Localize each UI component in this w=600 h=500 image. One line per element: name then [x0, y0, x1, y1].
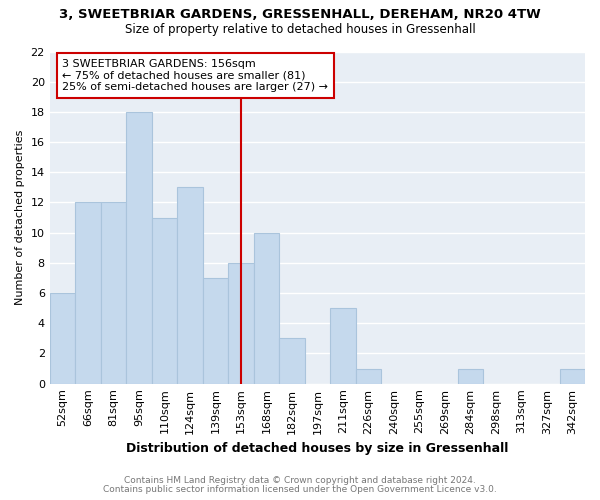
- Bar: [560, 368, 585, 384]
- Bar: [101, 202, 126, 384]
- Y-axis label: Number of detached properties: Number of detached properties: [15, 130, 25, 306]
- Text: Contains public sector information licensed under the Open Government Licence v3: Contains public sector information licen…: [103, 484, 497, 494]
- Bar: [50, 293, 75, 384]
- Bar: [279, 338, 305, 384]
- Bar: [458, 368, 483, 384]
- Text: Contains HM Land Registry data © Crown copyright and database right 2024.: Contains HM Land Registry data © Crown c…: [124, 476, 476, 485]
- Bar: [152, 218, 177, 384]
- Bar: [228, 263, 254, 384]
- Text: 3, SWEETBRIAR GARDENS, GRESSENHALL, DEREHAM, NR20 4TW: 3, SWEETBRIAR GARDENS, GRESSENHALL, DERE…: [59, 8, 541, 20]
- Bar: [177, 188, 203, 384]
- X-axis label: Distribution of detached houses by size in Gressenhall: Distribution of detached houses by size …: [126, 442, 509, 455]
- Bar: [75, 202, 101, 384]
- Text: 3 SWEETBRIAR GARDENS: 156sqm
← 75% of detached houses are smaller (81)
25% of se: 3 SWEETBRIAR GARDENS: 156sqm ← 75% of de…: [62, 59, 328, 92]
- Bar: [356, 368, 381, 384]
- Bar: [126, 112, 152, 384]
- Bar: [254, 232, 279, 384]
- Text: Size of property relative to detached houses in Gressenhall: Size of property relative to detached ho…: [125, 22, 475, 36]
- Bar: [330, 308, 356, 384]
- Bar: [203, 278, 228, 384]
